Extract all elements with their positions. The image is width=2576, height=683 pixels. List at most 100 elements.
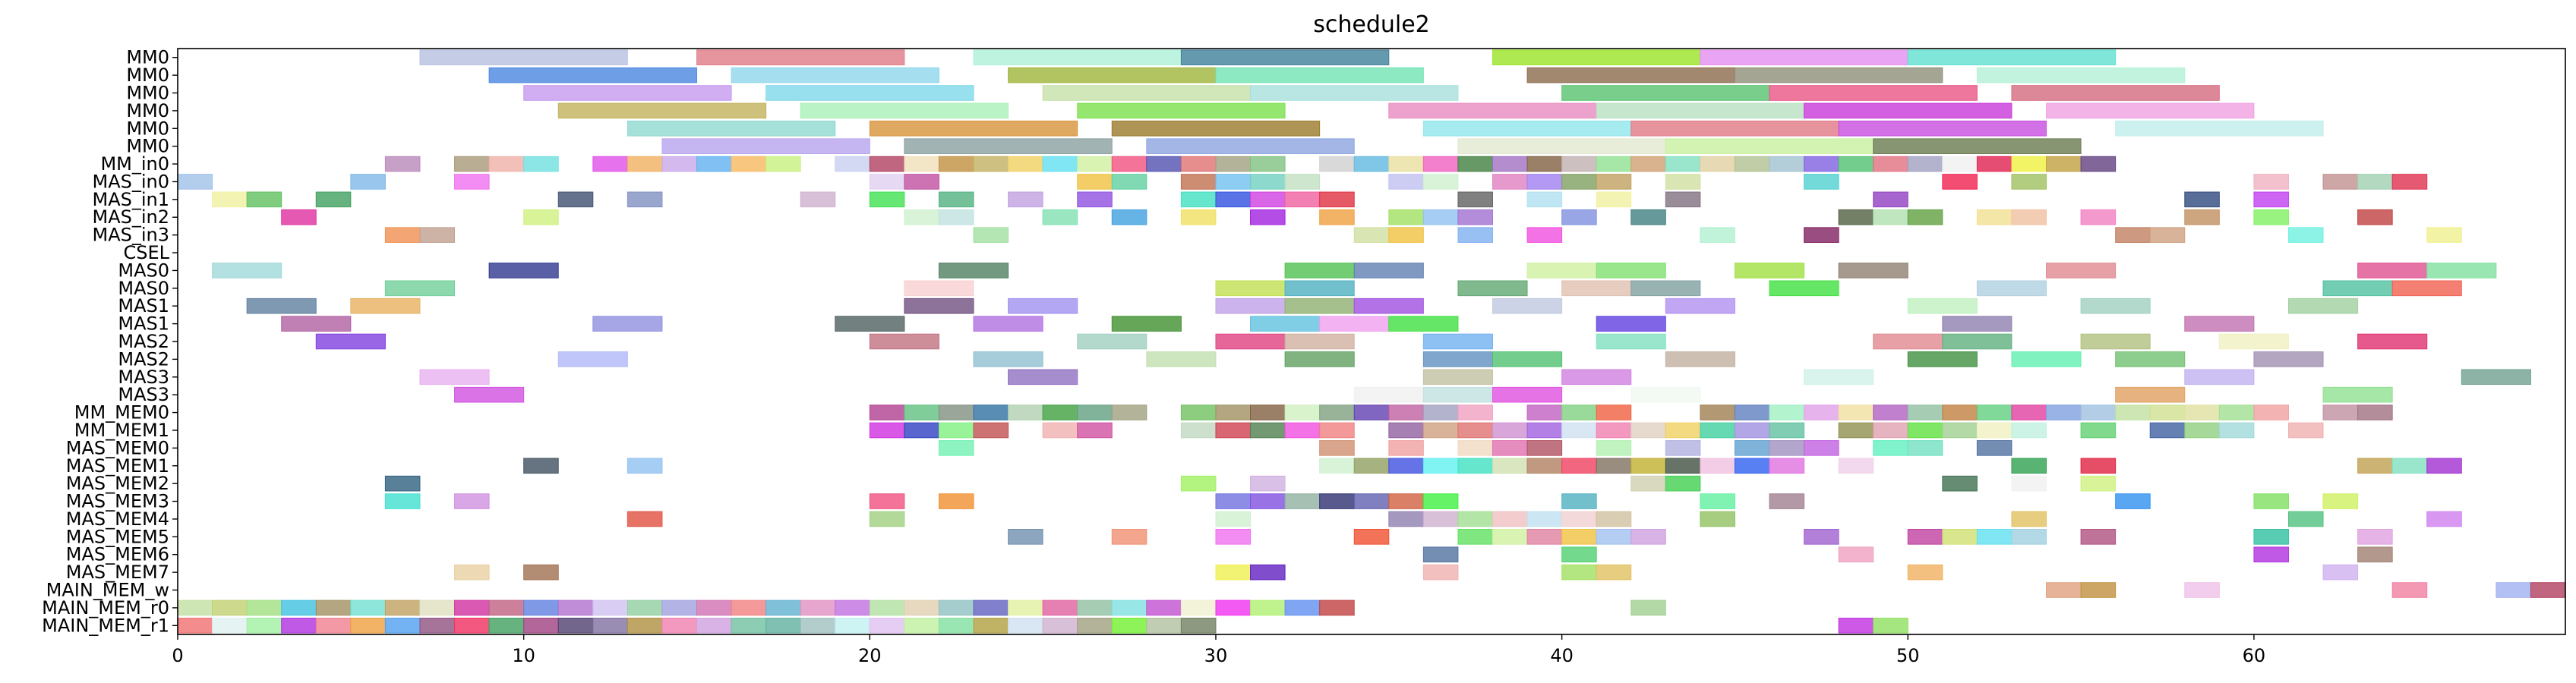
- task-bar: [1388, 440, 1424, 456]
- task-bar: [1457, 280, 1528, 297]
- task-bar: [1631, 280, 1701, 297]
- task-bar: [592, 617, 628, 634]
- task-bar: [1769, 458, 1805, 474]
- task-bar: [1873, 422, 1908, 439]
- task-bar: [2149, 422, 2186, 439]
- task-bar: [766, 617, 801, 634]
- task-bar: [1596, 422, 1632, 439]
- task-bar: [1457, 227, 1493, 243]
- task-bar: [1492, 49, 1701, 66]
- task-bar: [938, 600, 974, 616]
- task-bar: [1319, 440, 1355, 456]
- task-bar: [1388, 422, 1424, 439]
- task-bar: [1042, 209, 1078, 225]
- task-bar: [1180, 600, 1217, 616]
- task-bar: [1008, 369, 1078, 386]
- task-bar: [2253, 546, 2289, 563]
- task-bar: [1388, 404, 1424, 420]
- task-bar: [1422, 493, 1459, 509]
- task-bar: [454, 617, 490, 634]
- task-bar: [1457, 138, 1666, 154]
- x-tick-label: 50: [1896, 645, 1920, 666]
- task-bar: [1250, 156, 1286, 172]
- task-bar: [1457, 209, 1493, 225]
- task-bar: [1250, 475, 1286, 492]
- task-bar: [454, 156, 490, 172]
- task-bar: [1388, 156, 1424, 172]
- task-bar: [1422, 546, 1459, 563]
- task-bar: [1008, 156, 1043, 172]
- task-bar: [384, 280, 456, 297]
- task-bar: [2115, 227, 2151, 243]
- task-bar: [661, 617, 697, 634]
- task-bar: [1284, 280, 1355, 297]
- task-bar: [800, 191, 836, 208]
- task-bar: [1422, 458, 1459, 474]
- task-bar: [2080, 404, 2117, 420]
- task-bar: [2287, 227, 2324, 243]
- y-tick-label: MAIN_MEM_r0: [42, 597, 169, 618]
- bars-layer: [177, 49, 2566, 634]
- task-bar: [246, 191, 283, 208]
- task-bar: [1388, 493, 1424, 509]
- task-bar: [384, 475, 421, 492]
- task-bar: [1215, 493, 1252, 509]
- task-bar: [1596, 174, 1632, 190]
- task-bar: [973, 600, 1009, 616]
- task-bar: [800, 617, 836, 634]
- task-bar: [454, 174, 490, 190]
- task-bar: [1700, 227, 1735, 243]
- y-tick-label: MM0: [126, 136, 169, 157]
- task-bar: [1457, 404, 1493, 420]
- task-bar: [1215, 600, 1252, 616]
- task-bar: [1769, 422, 1805, 439]
- y-tick-label: MAS_MEM5: [66, 526, 169, 547]
- task-bar: [1008, 297, 1078, 314]
- task-bar: [1284, 422, 1321, 439]
- task-bar: [1284, 600, 1321, 616]
- task-bar: [1180, 475, 1217, 492]
- task-bar: [869, 600, 905, 616]
- task-bar: [1077, 156, 1113, 172]
- task-bar: [281, 600, 317, 616]
- task-bar: [212, 191, 248, 208]
- task-bar: [2426, 227, 2462, 243]
- task-bar: [1008, 67, 1217, 83]
- task-bar: [973, 404, 1009, 420]
- task-bar: [281, 209, 317, 225]
- y-tick-label: MAS_in2: [92, 206, 169, 228]
- task-bar: [973, 617, 1009, 634]
- task-bar: [2391, 280, 2462, 297]
- task-bar: [1526, 174, 1563, 190]
- x-tick-label: 60: [2243, 645, 2266, 666]
- task-bar: [904, 138, 1113, 154]
- y-tick-label: MAS_MEM0: [66, 437, 169, 458]
- y-tick-label: MM0: [126, 100, 169, 121]
- task-bar: [1077, 102, 1286, 119]
- task-bar: [869, 422, 905, 439]
- y-tick-label: MM0: [126, 118, 169, 139]
- task-bar: [2357, 529, 2393, 545]
- task-bar: [1353, 227, 1390, 243]
- task-bar: [1215, 67, 1424, 83]
- task-bar: [1215, 511, 1252, 527]
- task-bar: [1111, 600, 1148, 616]
- task-bar: [1319, 209, 1355, 225]
- task-bar: [1492, 351, 1563, 367]
- task-bar: [592, 600, 628, 616]
- y-tick-label: MAS0: [118, 278, 169, 299]
- task-bar: [1457, 529, 1493, 545]
- y-axis: MM0MM0MM0MM0MM0MM0MM_in0MAS_in0MAS_in1MA…: [42, 47, 178, 636]
- task-bar: [1250, 564, 1286, 581]
- task-bar: [904, 280, 974, 297]
- task-bar: [1353, 529, 1390, 545]
- y-tick-label: MM0: [126, 65, 169, 86]
- task-bar: [1665, 297, 1735, 314]
- task-bar: [1769, 85, 1978, 101]
- task-bar: [523, 458, 559, 474]
- task-bar: [766, 156, 801, 172]
- task-bar: [2184, 582, 2220, 598]
- task-bar: [1077, 404, 1113, 420]
- task-bar: [1215, 333, 1286, 350]
- task-bar: [1631, 458, 1666, 474]
